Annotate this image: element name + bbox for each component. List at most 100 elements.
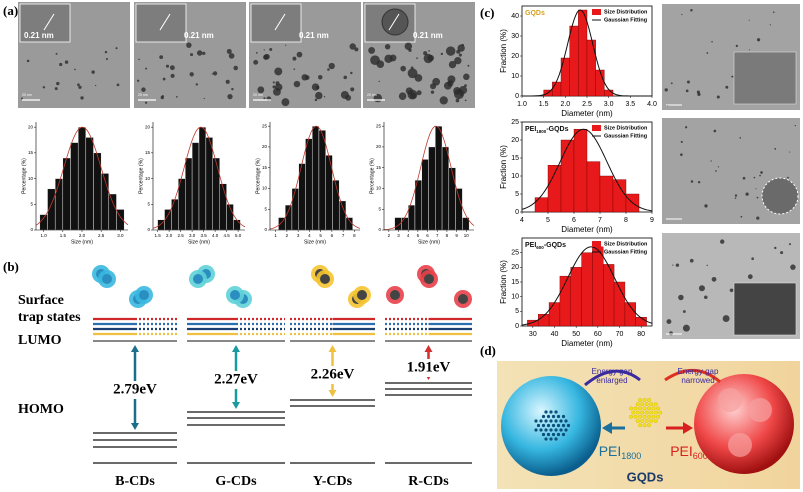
title-part: -GQDs: [544, 242, 566, 249]
bar: [560, 139, 575, 213]
gqd-dot: [638, 414, 642, 419]
lattice-dot: [539, 419, 543, 423]
y-tick-label: 0: [515, 93, 519, 100]
lattice-dot: [559, 428, 563, 432]
gqd-dot: [640, 402, 645, 407]
bar: [421, 159, 429, 231]
lattice-dot: [564, 428, 568, 432]
particle: [759, 174, 761, 177]
x-tick-label: 5: [417, 233, 420, 238]
scheme-label: PEI600: [670, 443, 708, 462]
particle: [464, 84, 467, 87]
gqd-dot: [638, 398, 642, 402]
arrow-head: [424, 345, 433, 352]
particle: [304, 75, 310, 80]
chart-title: PEI600-GQDs: [525, 242, 566, 250]
y-axis-label: Fraction (%): [499, 260, 508, 304]
lattice-dot: [544, 437, 548, 441]
particle: [453, 86, 461, 95]
gap-label-bg: [105, 381, 165, 399]
particle: [416, 90, 422, 96]
lattice-dot: [554, 419, 558, 423]
x-axis-label: Size (nm): [71, 240, 93, 246]
particle-hr: [381, 8, 409, 36]
particle: [680, 140, 683, 143]
arrow-head: [328, 390, 337, 397]
y-tick-label: 10: [262, 186, 268, 191]
lattice-dot: [551, 423, 556, 428]
particle: [384, 44, 391, 50]
particle: [144, 101, 148, 104]
particle: [349, 43, 356, 50]
gqd-dot: [647, 423, 651, 428]
x-tick-label: 1.5: [60, 233, 67, 238]
particle: [74, 68, 76, 71]
bar: [455, 188, 463, 231]
y-tick-label: 25: [262, 123, 268, 128]
scheme-note: enlarged: [596, 376, 627, 385]
y-tick-label: 20: [511, 53, 519, 60]
gqd-dot: [653, 402, 658, 407]
particle: [263, 97, 266, 100]
particle: [350, 87, 355, 92]
x-tick-label: 2.0: [166, 233, 173, 238]
particle: [756, 196, 759, 199]
y-tick-label: 30: [511, 33, 519, 40]
particle: [423, 51, 428, 56]
particle: [190, 53, 194, 57]
x-tick-label: 2: [286, 233, 289, 238]
lattice-dot: [534, 419, 538, 423]
gap-energy: 2.79eV: [113, 381, 157, 397]
panel-label: (a): [3, 3, 18, 18]
particle: [430, 90, 435, 94]
particle: [389, 54, 397, 62]
gqd-dot: [649, 410, 654, 415]
x-tick-label: 4.5: [223, 233, 230, 238]
particle: [720, 239, 725, 244]
gqd-dot: [649, 419, 654, 423]
cd-core: [390, 290, 400, 300]
particle: [64, 60, 69, 64]
bar: [219, 183, 227, 231]
bar: [164, 209, 172, 231]
label-sub: 600: [693, 451, 708, 461]
y-axis-label: Percentage (%): [22, 158, 28, 194]
bar: [448, 167, 456, 231]
particle: [706, 52, 709, 54]
y-tick-label: 10: [145, 176, 151, 181]
lattice-spacing: 0.21 nm: [184, 31, 214, 40]
x-tick-label: 60: [594, 331, 602, 338]
particle: [745, 192, 749, 196]
gqd-dot: [656, 406, 660, 411]
gqd-dot: [649, 402, 654, 407]
particle: [56, 81, 60, 86]
particle: [664, 88, 668, 92]
particle: [370, 55, 380, 66]
gqd-dot: [644, 402, 649, 407]
sample-name: Y-CDs: [313, 474, 353, 489]
y-tick-label: 0: [515, 323, 519, 330]
particle: [716, 95, 720, 99]
particle: [104, 50, 108, 54]
y-tick-label: 25: [511, 250, 519, 257]
particle: [742, 176, 746, 180]
x-tick-label: 4.0: [647, 101, 657, 108]
particle: [455, 98, 460, 103]
particle: [91, 70, 95, 74]
panel-label: (c): [480, 5, 494, 20]
y-tick-label: 15: [511, 279, 519, 286]
particle: [729, 288, 734, 293]
particle: [409, 92, 417, 99]
red-domain: [728, 433, 752, 457]
legend-entry: Size Distribution: [604, 241, 648, 247]
gqd-dot: [642, 406, 647, 411]
x-axis-label: Diameter (nm): [561, 339, 613, 348]
particle: [459, 93, 463, 97]
gaussian-fit: [522, 9, 652, 97]
bar: [332, 179, 340, 231]
bar: [547, 164, 562, 213]
particle: [145, 67, 148, 70]
title-part: PEI: [525, 126, 536, 133]
particle: [690, 180, 694, 183]
